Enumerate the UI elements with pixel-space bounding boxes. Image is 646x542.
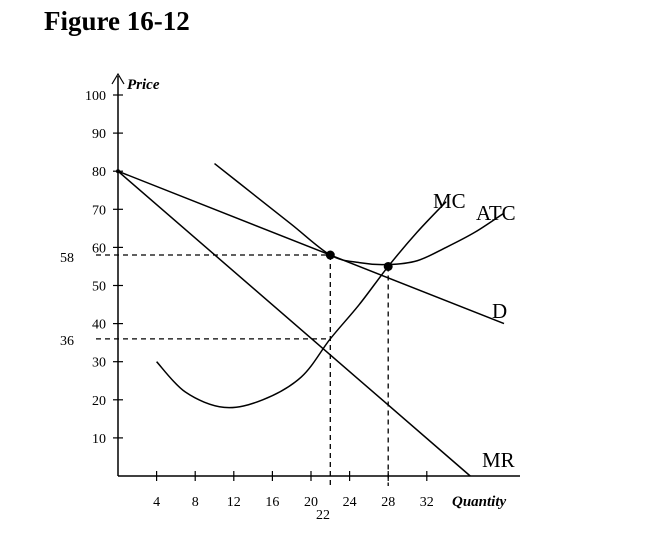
highlight-point-1 (383, 261, 393, 271)
y-tick-label-30: 30 (92, 356, 106, 371)
x-ticks: 4 8 12 16 20 24 28 32 (153, 471, 434, 510)
atc-label: ATC (476, 201, 516, 225)
x-tick-label-20: 20 (304, 495, 318, 510)
y-tick-label-80: 80 (92, 165, 106, 180)
y-tick-label-90: 90 (92, 127, 106, 142)
axes (111, 72, 520, 477)
y-tick-label-20: 20 (92, 394, 106, 409)
series-mr-line (117, 170, 471, 477)
x-tick-label-32: 32 (420, 495, 434, 510)
x-tick-label-4: 4 (153, 495, 160, 510)
y-axis-arrow (111, 72, 125, 85)
guide-lines (96, 254, 389, 486)
x-tick-label-12: 12 (227, 495, 241, 510)
y-tick-label-40: 40 (92, 318, 106, 333)
highlight-point-0 (325, 250, 335, 260)
guide-label-36: 36 (60, 334, 74, 349)
y-tick-label-70: 70 (92, 203, 106, 218)
y-axis-title: Price (127, 77, 160, 93)
x-tick-label-16: 16 (265, 495, 279, 510)
guide-label-58: 58 (60, 251, 74, 266)
y-tick-label-60: 60 (92, 241, 106, 256)
mr-label: MR (482, 448, 515, 472)
x-axis-title: Quantity (452, 494, 507, 510)
guide-label-22: 22 (316, 508, 330, 523)
series-group (117, 162, 505, 477)
series-mc-line (156, 201, 447, 409)
x-tick-label-8: 8 (192, 495, 199, 510)
y-ticks: 10 20 30 40 50 60 70 80 90 100 (85, 89, 123, 447)
d-label: D (492, 299, 507, 323)
labels: Price Quantity 58 36 22 MC ATC D MR (60, 77, 516, 523)
series-d-line (117, 170, 505, 325)
x-tick-label-24: 24 (343, 495, 357, 510)
highlight-points (116, 169, 393, 271)
mc-label: MC (433, 189, 466, 213)
y-tick-label-50: 50 (92, 280, 106, 295)
origin-point (116, 169, 120, 174)
y-tick-label-100: 100 (85, 89, 106, 104)
series-atc-line (214, 162, 505, 266)
x-tick-label-28: 28 (381, 495, 395, 510)
figure-title: Figure 16-12 (44, 6, 190, 36)
y-tick-label-10: 10 (92, 432, 106, 447)
